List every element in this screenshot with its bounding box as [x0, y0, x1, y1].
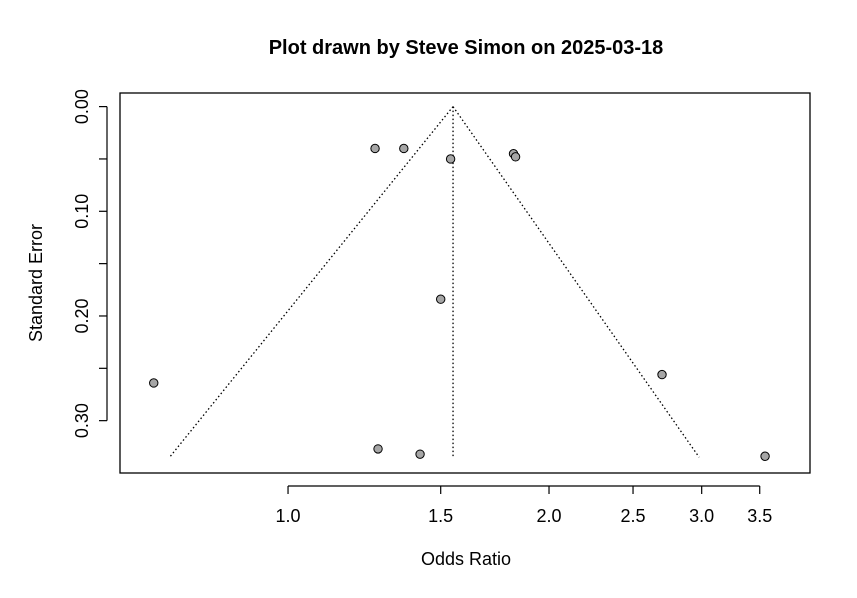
y-axis: 0.00 0.10 0.20 0.30 [72, 89, 108, 438]
study-point [510, 152, 521, 162]
study-point [657, 369, 667, 380]
x-axis-label: Odds Ratio [421, 549, 511, 569]
chart-title: Plot drawn by Steve Simon on 2025-03-18 [269, 37, 664, 59]
x-tick-label: 1.0 [276, 506, 301, 526]
study-point [436, 294, 446, 304]
study-point [370, 143, 380, 154]
study-point [415, 449, 425, 459]
y-tick-label: 0.30 [72, 403, 92, 438]
data-points [149, 143, 770, 461]
x-axis: 1.0 1.5 2.0 2.5 3.0 3.5 [276, 485, 772, 526]
study-point [399, 143, 409, 154]
y-axis-label: Standard Error [26, 224, 46, 342]
x-tick-label: 3.5 [747, 506, 772, 526]
study-point [149, 378, 159, 388]
x-tick-label: 2.0 [537, 506, 562, 526]
plot-frame [119, 92, 811, 474]
funnel-left-line [169, 106, 454, 458]
study-point [373, 444, 383, 454]
study-point [760, 451, 770, 461]
x-tick-label: 2.5 [621, 506, 646, 526]
x-tick-label: 1.5 [428, 506, 453, 526]
y-tick-label: 0.00 [72, 89, 92, 124]
y-tick-label: 0.20 [72, 298, 92, 333]
study-point [445, 154, 456, 164]
y-tick-label: 0.10 [72, 194, 92, 229]
funnel-right-line [452, 106, 700, 458]
x-tick-label: 3.0 [689, 506, 714, 526]
funnel-lines [169, 106, 700, 458]
